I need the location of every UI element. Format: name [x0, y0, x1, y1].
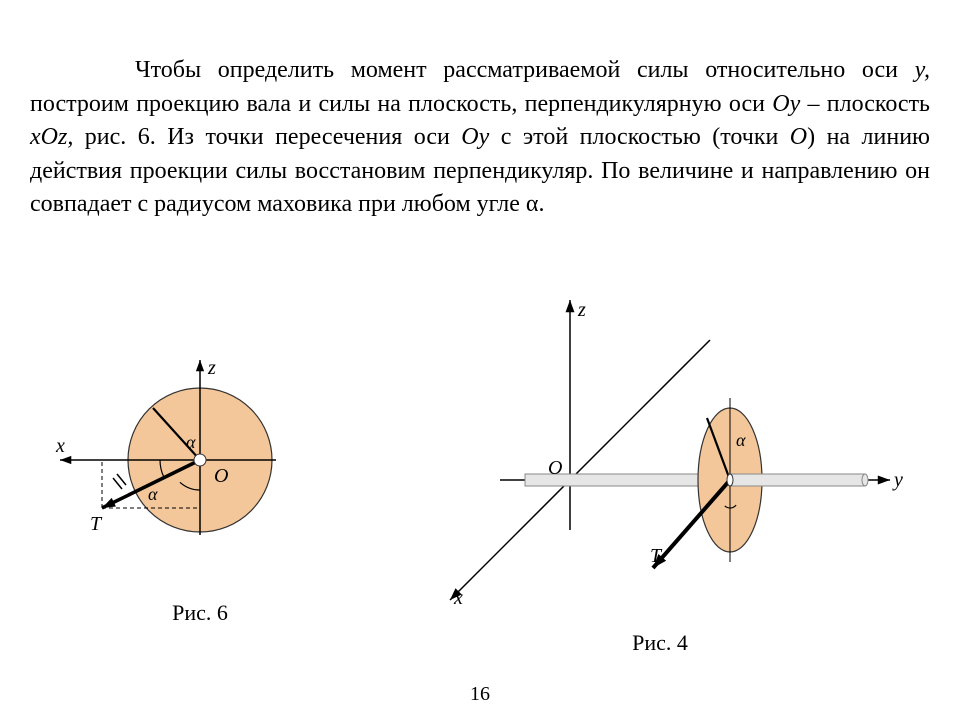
svg-text:α: α: [736, 430, 746, 450]
svg-text:z: z: [577, 299, 586, 321]
caption-fig6: Рис. 6: [140, 600, 260, 626]
svg-text:T: T: [90, 513, 103, 535]
figure-4: z y x O Tα: [400, 290, 920, 620]
body-paragraph: Чтобы определить момент рассматриваемой …: [30, 54, 930, 222]
para-p5: с этой плоскостью (точки: [489, 124, 790, 150]
svg-text:α: α: [148, 484, 158, 504]
para-oy1: Oy: [772, 91, 800, 117]
svg-text:y: y: [892, 469, 903, 491]
para-p1: Чтобы определить момент рассматриваемой …: [135, 57, 915, 83]
svg-text:O: O: [214, 465, 228, 487]
svg-text:x: x: [453, 587, 463, 609]
svg-text:x: x: [55, 435, 65, 457]
para-p2: построим проекцию вала и силы на плоскос…: [30, 91, 772, 117]
svg-text:z: z: [207, 357, 216, 379]
figure-6: z x O Tα α: [40, 340, 340, 600]
figures-container: z x O Tα α Рис. 6 z y x O Tα Рис. 4: [0, 290, 960, 690]
para-oy2: Oy: [461, 124, 489, 150]
svg-text:O: O: [548, 457, 562, 479]
para-p4: рис. 6. Из точки пересечения оси: [73, 124, 461, 150]
page-number: 16: [0, 683, 960, 706]
svg-text:α: α: [186, 432, 196, 452]
para-o: O: [790, 124, 807, 150]
para-y: y,: [915, 57, 930, 83]
caption-fig4: Рис. 4: [600, 630, 720, 656]
svg-text:T: T: [650, 545, 663, 567]
para-xoz: xOz,: [30, 124, 73, 150]
para-p3: – плоскость: [800, 91, 930, 117]
